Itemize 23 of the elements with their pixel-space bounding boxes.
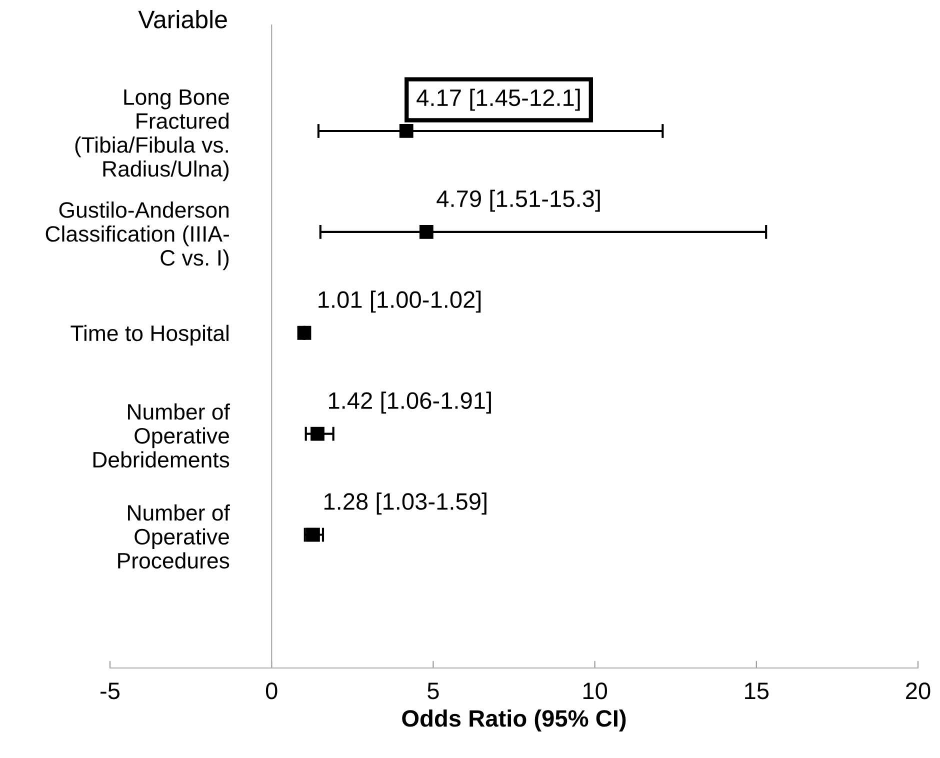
y-tick-label: Number of Operative Procedures [118, 504, 230, 569]
x-tick-label: 15 [745, 682, 769, 700]
data-label: 1.42 [1.06-1.91] [328, 392, 491, 414]
x-tick-label: 20 [906, 682, 930, 700]
point [297, 326, 312, 340]
point [419, 224, 434, 239]
data-label: 1.28 [1.03-1.59] [324, 492, 486, 515]
data-label: 1.01 [1.00-1.02] [318, 290, 481, 313]
data-label: 4.17 [1.45-12.1] [416, 88, 580, 111]
y-tick-label: Time to Hospital [70, 324, 228, 346]
data-label: 4.79 [1.51-15.3] [436, 190, 600, 212]
point [310, 426, 324, 441]
x-axis-title: Odds Ratio (95% CI) [402, 709, 626, 732]
y-tick-label: Number of Operative Debridements [93, 403, 230, 468]
y-axis-title: Variable [138, 10, 227, 28]
point [399, 124, 414, 138]
point [306, 528, 320, 542]
x-tick-label: 5 [428, 682, 439, 700]
x-tick-label: -5 [100, 682, 120, 700]
x-tick-label: 10 [583, 682, 608, 700]
y-tick-label: Long Bone Fractured (Tibia/Fibula vs. Radius/Ulna) [75, 89, 229, 182]
y-tick-label: Gustilo-Anderson Classification (IIIA- C vs. I) [46, 202, 229, 270]
x-tick-label: 0 [266, 682, 278, 700]
